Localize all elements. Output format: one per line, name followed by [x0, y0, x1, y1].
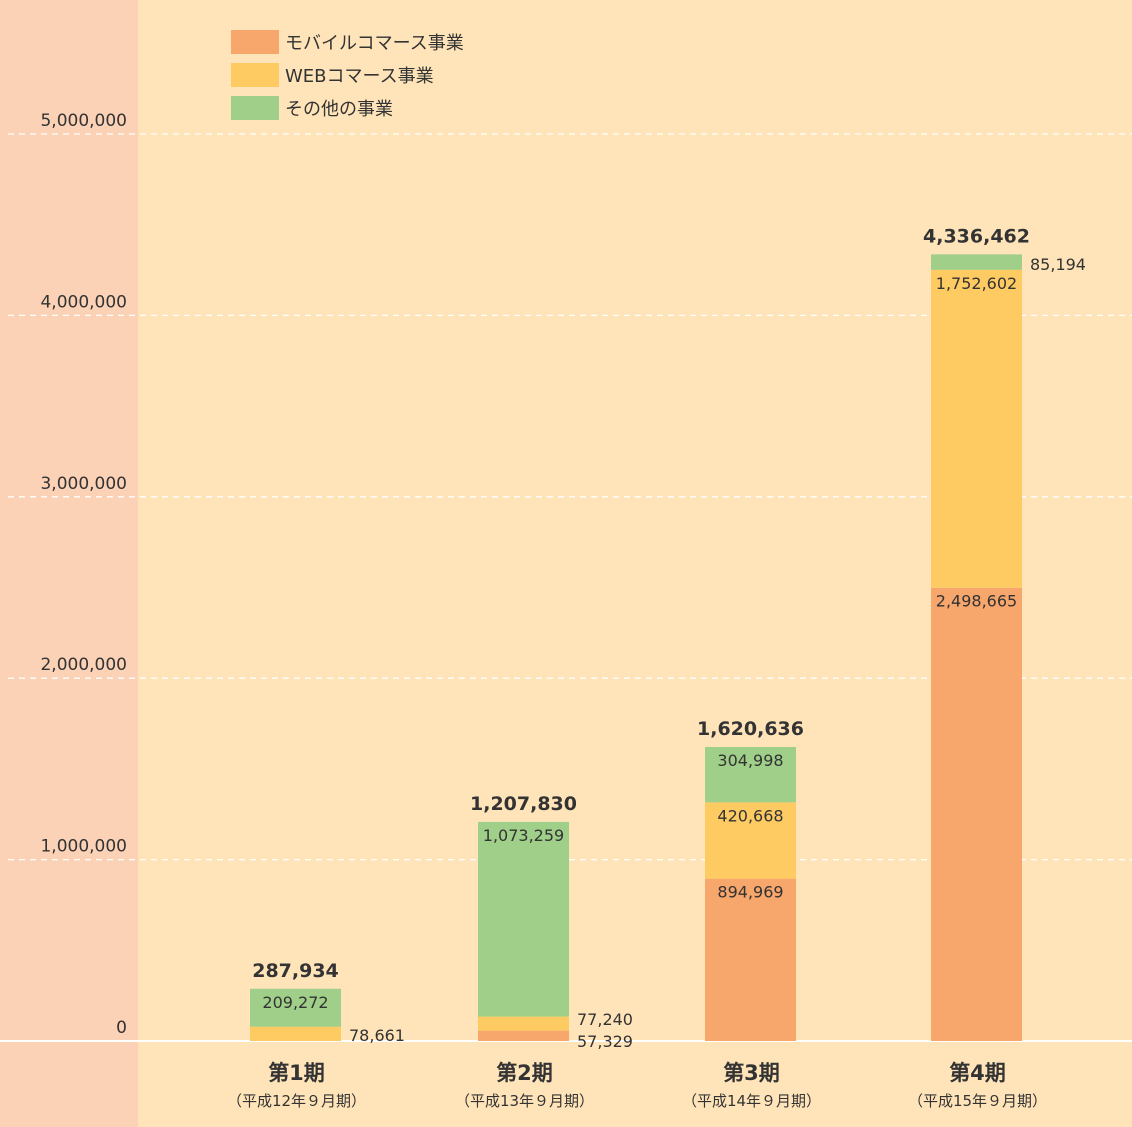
bar-segment	[478, 821, 569, 1017]
legend-label: モバイルコマース事業	[285, 33, 464, 54]
y-tick-label: 3,000,000	[40, 474, 127, 494]
bar-segment	[705, 878, 796, 1041]
total-value-label: 1,207,830	[470, 793, 577, 815]
category-label: 第4期	[949, 1061, 1006, 1085]
bar-segment	[250, 988, 341, 1027]
legend-label: その他の事業	[285, 99, 393, 120]
segment-value-label: 894,969	[717, 883, 783, 902]
bar-segment	[931, 254, 1022, 270]
segment-value-label: 85,194	[1030, 255, 1086, 274]
y-axis-tick-labels: 0 1,000,000 2,000,000 3,000,000 4,000,000 5,0…	[40, 111, 127, 1038]
segment-value-label: 209,272	[262, 993, 328, 1012]
segment-value-label: 1,752,602	[936, 274, 1017, 293]
bar-segment	[931, 587, 1022, 1041]
legend-swatch	[231, 30, 279, 54]
category-label: 第1期	[268, 1061, 325, 1085]
y-tick-label: 4,000,000	[40, 292, 127, 312]
category-label: 第2期	[496, 1061, 553, 1085]
segment-value-label: 77,240	[577, 1010, 633, 1029]
segment-value-label: 2,498,665	[936, 592, 1017, 611]
segment-value-label: 57,329	[577, 1032, 633, 1051]
y-tick-label: 5,000,000	[40, 111, 127, 131]
y-tick-label: 0	[116, 1018, 127, 1038]
total-value-label: 4,336,462	[923, 225, 1030, 247]
bar-segment	[705, 747, 796, 803]
segment-value-label: 78,661	[349, 1026, 405, 1045]
total-value-label: 1,620,636	[697, 718, 804, 740]
legend-swatch	[231, 96, 279, 120]
total-value-labels: 287,934 1,207,830 1,620,636 4,336,462	[252, 225, 1030, 981]
axis-panel-background	[0, 0, 138, 1127]
category-label: 第3期	[723, 1061, 780, 1085]
category-sublabel: （平成12年９月期）	[227, 1092, 366, 1110]
total-value-label: 287,934	[252, 960, 339, 982]
segment-value-label: 420,668	[717, 806, 783, 825]
bar-segment	[931, 269, 1022, 588]
segment-value-label: 304,998	[717, 751, 783, 770]
category-sublabel: （平成14年９月期）	[682, 1092, 821, 1110]
bar-segment	[705, 802, 796, 879]
segment-value-labels: 78,661 209,272 57,329 77,240 1,073,259 894,96…	[262, 255, 1086, 1051]
y-tick-label: 2,000,000	[40, 655, 127, 675]
category-sublabel: （平成13年９月期）	[455, 1092, 594, 1110]
legend-label: WEBコマース事業	[285, 66, 434, 87]
x-axis-category-labels: 第1期 （平成12年９月期） 第2期 （平成13年９月期） 第3期 （平成14年９月期） 第…	[227, 1061, 1047, 1110]
segment-value-label: 1,073,259	[483, 826, 564, 845]
bars	[250, 254, 1022, 1041]
legend-swatch	[231, 63, 279, 87]
bar-segment	[478, 1030, 569, 1041]
category-sublabel: （平成15年９月期）	[908, 1092, 1047, 1110]
y-tick-label: 1,000,000	[40, 837, 127, 857]
bar-segment	[478, 1016, 569, 1031]
bar-segment	[250, 1026, 341, 1041]
